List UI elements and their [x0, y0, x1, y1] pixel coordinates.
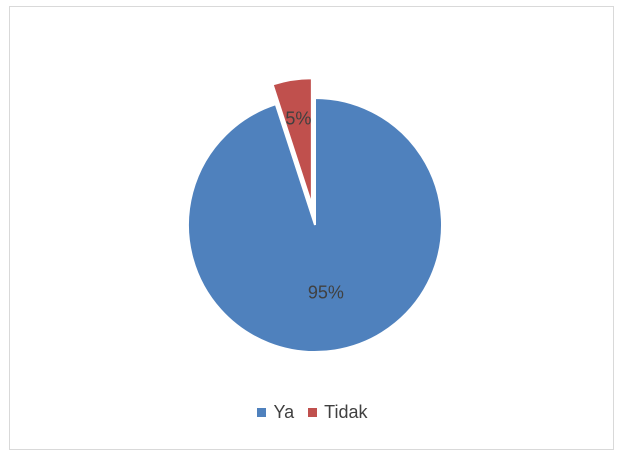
legend-swatch-ya — [257, 408, 267, 417]
data-label-tidak: 5% — [285, 109, 311, 129]
data-label-ya: 95% — [308, 283, 344, 303]
legend-label-tidak: Tidak — [324, 402, 368, 422]
legend-item-ya: Ya — [257, 402, 294, 423]
legend-label-ya: Ya — [273, 402, 295, 422]
legend-swatch-tidak — [308, 408, 318, 417]
pie-slice-tidak — [271, 77, 313, 206]
legend-item-tidak: Tidak — [308, 402, 368, 423]
chart-legend: Ya Tidak — [0, 402, 625, 423]
pie-slice-ya — [187, 96, 443, 353]
